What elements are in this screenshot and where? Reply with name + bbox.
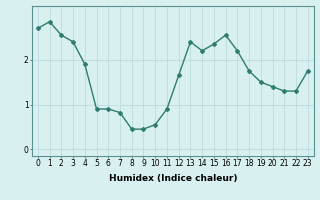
- X-axis label: Humidex (Indice chaleur): Humidex (Indice chaleur): [108, 174, 237, 183]
